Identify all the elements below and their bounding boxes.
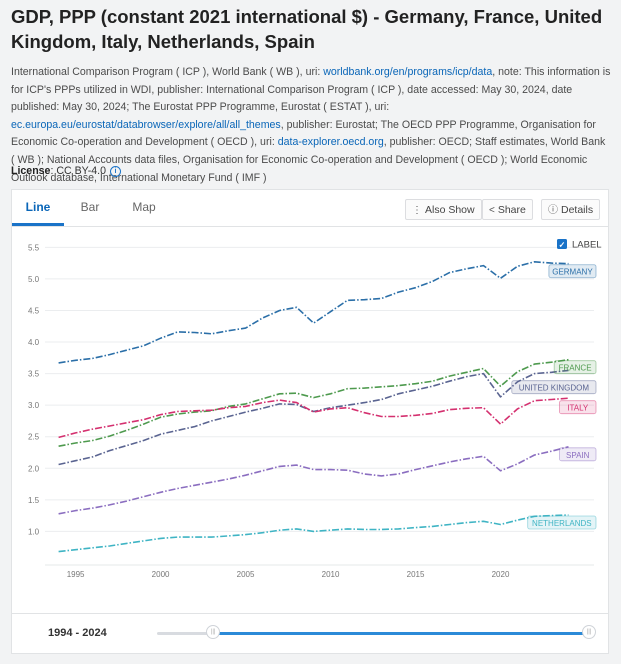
y-tick-label: 5.0 (28, 275, 40, 284)
label-check-glyph: ✓ (559, 241, 566, 250)
series-line-france[interactable] (58, 358, 569, 447)
license-label: License (11, 165, 51, 177)
series-label-box (559, 400, 597, 415)
series-label-france: FRANCE (553, 360, 597, 375)
series-line-spain[interactable] (58, 446, 569, 515)
x-tick-label: 1995 (67, 570, 85, 579)
source-link[interactable]: data-explorer.oecd.org (277, 136, 384, 149)
tab-bar[interactable]: Bar (80, 200, 100, 214)
source-text: , publisher: Eurostat; The OECD PPP Prog… (11, 118, 596, 149)
y-tick-label: 4.5 (28, 306, 40, 315)
also-show-label: Also Show (425, 204, 475, 216)
series-label-spain: SPAIN (559, 447, 597, 462)
series-label-netherlands: NETHERLANDS (527, 515, 597, 530)
also-show-button[interactable]: ⋮ Also Show (405, 199, 482, 220)
source-text: , publisher: OECD; Staff estimates, Worl… (11, 136, 606, 184)
series-label-box (527, 515, 597, 530)
page-title: GDP, PPP (constant 2021 international $)… (11, 6, 603, 52)
series-label-text: GERMANY (552, 268, 593, 277)
share-icon: < (489, 205, 495, 216)
series-label-box (548, 264, 597, 279)
y-tick-label: 3.0 (28, 401, 40, 410)
series-line-netherlands[interactable] (58, 514, 569, 553)
series-label-germany: GERMANY (548, 264, 597, 279)
line-chart: 1.0 1.5 2.0 2.5 3.0 3.5 4.0 4.5 5.0 5.5 1995 2000 2… (12, 227, 608, 613)
source-link[interactable]: worldbank.org/en/programs/icp/data (323, 66, 493, 78)
series-label-united-kingdom: UNITED KINGDOM (511, 380, 597, 395)
tabs-divider (12, 226, 608, 227)
series-label-box (559, 447, 597, 462)
series-label-text: SPAIN (566, 451, 590, 460)
license: License: CC BY-4.0 i (11, 165, 121, 177)
range-start-handle[interactable]: ||| (206, 625, 221, 639)
range-divider (12, 613, 608, 614)
details-button[interactable]: ⓘ Details (541, 199, 601, 220)
license-value: : CC BY-4.0 (50, 165, 106, 177)
more-vertical-icon: ⋮ (412, 205, 422, 216)
series-label-box (553, 360, 597, 375)
series-label-italy: ITALY (559, 400, 597, 415)
series-label-text: NETHERLANDS (532, 519, 592, 528)
y-tick-label: 2.5 (28, 433, 40, 442)
y-tick-label: 2.0 (28, 464, 40, 473)
x-tick-label: 2010 (322, 570, 340, 579)
tab-line[interactable]: Line (12, 190, 64, 226)
y-tick-label: 3.5 (28, 370, 40, 379)
series-label-text: UNITED KINGDOM (519, 384, 590, 393)
series-line-italy[interactable] (58, 397, 569, 439)
chart-panel: Line Bar Map ⋮ Also Show < Share ⓘ Details … (11, 189, 609, 654)
series-line-germany[interactable] (58, 260, 569, 364)
chart-svg: 1.0 1.5 2.0 2.5 3.0 3.5 4.0 4.5 5.0 5.5 1995 2000 2… (28, 239, 602, 579)
series-label-text: ITALY (567, 404, 589, 413)
x-tick-label: 2015 (407, 570, 425, 579)
info-icon[interactable]: i (110, 166, 121, 177)
info-circle-icon: ⓘ (548, 205, 558, 216)
y-tick-label: 1.5 (28, 496, 40, 505)
label-toggle-text: LABEL (572, 240, 602, 251)
series-line-united-kingdom[interactable] (58, 369, 569, 466)
source-link[interactable]: ec.europa.eu/eurostat/databrowser/explor… (11, 118, 281, 131)
details-label: Details (561, 204, 594, 216)
y-tick-label: 4.0 (28, 338, 40, 347)
source-text: International Comparison Program ( ICP )… (11, 66, 324, 78)
source-note: International Comparison Program ( ICP )… (11, 64, 611, 187)
label-checkbox[interactable] (557, 239, 567, 249)
y-tick-label: 1.0 (28, 527, 40, 536)
range-end-handle[interactable]: ||| (582, 625, 596, 639)
x-tick-label: 2005 (237, 570, 255, 579)
y-tick-label: 5.5 (28, 243, 40, 252)
series-label-box (511, 380, 597, 395)
range-slider-fill (213, 632, 589, 635)
tab-map[interactable]: Map (132, 200, 156, 214)
share-button[interactable]: < Share (482, 199, 533, 220)
x-tick-label: 2020 (492, 570, 510, 579)
source-text: , note: This information is for ICP's PP… (11, 66, 611, 114)
year-range-label: 1994 - 2024 (48, 627, 107, 639)
x-tick-label: 2000 (152, 570, 170, 579)
share-label: Share (497, 204, 526, 216)
series-label-text: FRANCE (559, 364, 592, 373)
